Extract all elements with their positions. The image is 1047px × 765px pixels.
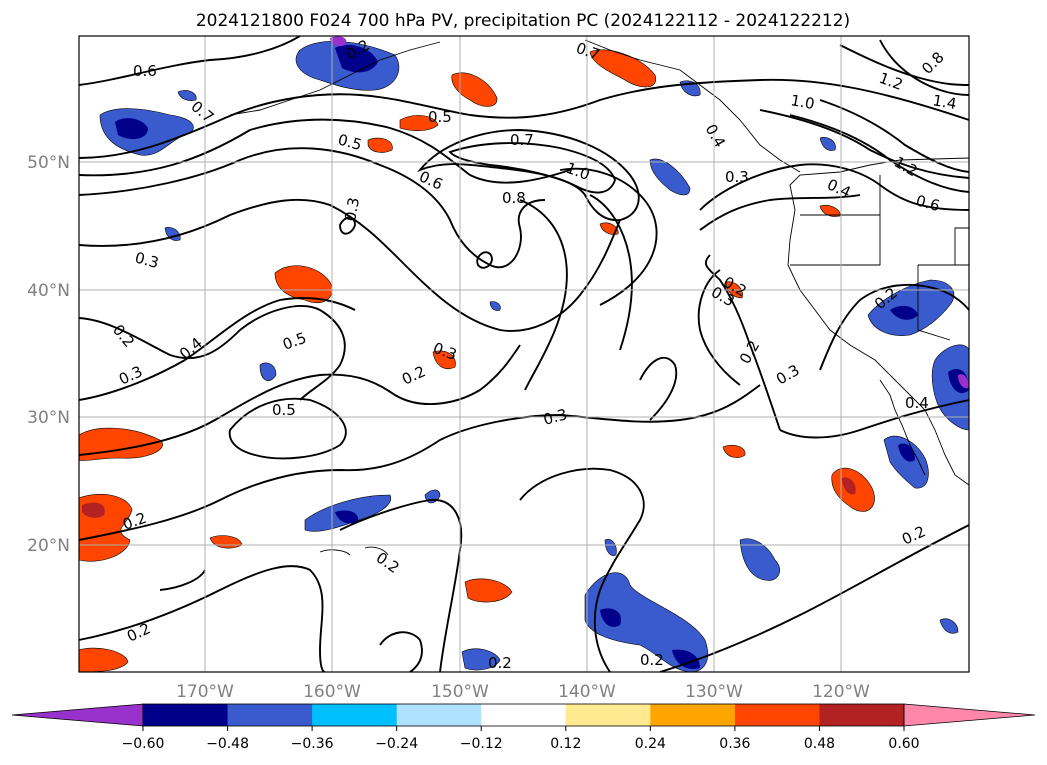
- contour-label: 0.6: [133, 62, 157, 80]
- longitude-labels: 170°W 160°W 150°W 140°W 130°W 120°W: [176, 682, 870, 702]
- colorbar-segment: [819, 704, 905, 726]
- lat-label: 50°N: [27, 153, 70, 173]
- contour-label: 0.4: [905, 394, 929, 412]
- coastline: [229, 39, 969, 556]
- contour-label: 0.5: [428, 108, 452, 126]
- contour-label: 1.4: [931, 91, 958, 113]
- contour-label: 0.7: [510, 131, 534, 149]
- lat-label: 40°N: [27, 281, 70, 301]
- colorbar-tick-label: −0.12: [460, 736, 503, 752]
- contour-label: 0.5: [272, 401, 296, 419]
- contour-label: 0.3: [341, 196, 363, 223]
- colorbar-segment: [396, 704, 482, 726]
- colorbar-tick-label: 0.48: [804, 736, 835, 752]
- lon-label: 150°W: [431, 682, 489, 702]
- contour-label: 0.2: [640, 651, 664, 669]
- latitude-labels: 50°N 40°N 30°N 20°N: [27, 153, 70, 556]
- colorbar-tick-label: −0.48: [206, 736, 249, 752]
- colorbar-tick-label: −0.36: [291, 736, 334, 752]
- colorbar-tick-label: 0.36: [719, 736, 750, 752]
- contour-label: 0.2: [488, 654, 512, 672]
- colorbar-tick-label: −0.60: [122, 736, 165, 752]
- lat-label: 20°N: [27, 536, 70, 556]
- map-title: 2024121800 F024 700 hPa PV, precipitatio…: [196, 11, 850, 31]
- contour-label: 0.8: [502, 189, 526, 207]
- contour-label: 0.3: [725, 168, 749, 186]
- colorbar-extend-left: [11, 703, 144, 727]
- colorbar-segment: [734, 704, 820, 726]
- colorbar-tick-label: 0.60: [888, 736, 919, 752]
- precip-positive-areas: [79, 49, 875, 672]
- colorbar-segment: [312, 704, 398, 726]
- map-area: 0.6 0.7 0.5 0.5 0.7 1.0 0.6 0.8 0.3 0.3 …: [78, 35, 970, 673]
- contour-label: 0.5: [336, 130, 364, 154]
- lon-label: 120°W: [812, 682, 870, 702]
- colorbar-tick-label: −0.24: [375, 736, 418, 752]
- pv-contours: [79, 36, 969, 672]
- colorbar: −0.60 −0.48 −0.36 −0.24 −0.12 0.12 0.24 0.36 0.4…: [11, 703, 1036, 752]
- lon-label: 130°W: [685, 682, 743, 702]
- colorbar-segment: [481, 704, 567, 726]
- contour-label: 0.3: [133, 248, 161, 272]
- lon-label: 170°W: [176, 682, 234, 702]
- contour-label: 1.0: [789, 91, 816, 113]
- colorbar-segment: [143, 704, 229, 726]
- lat-label: 30°N: [27, 408, 70, 428]
- lon-label: 140°W: [558, 682, 616, 702]
- contour-label: 0.3: [541, 405, 569, 429]
- colorbar-ticks: −0.60 −0.48 −0.36 −0.24 −0.12 0.12 0.24 0.36 0.4…: [122, 726, 920, 752]
- map-frame: [78, 35, 970, 673]
- gridlines: [79, 36, 969, 672]
- colorbar-segment: [227, 704, 313, 726]
- lon-label: 160°W: [303, 682, 361, 702]
- contour-label: 0.6: [914, 191, 942, 215]
- colorbar-segments: [143, 704, 905, 726]
- colorbar-tick-label: 0.12: [550, 736, 581, 752]
- colorbar-extend-right: [903, 703, 1036, 727]
- colorbar-segment: [565, 704, 651, 726]
- colorbar-tick-label: 0.24: [635, 736, 666, 752]
- precipitation-shading: [79, 36, 969, 672]
- precip-negative-areas: [99, 36, 969, 672]
- colorbar-segment: [650, 704, 736, 726]
